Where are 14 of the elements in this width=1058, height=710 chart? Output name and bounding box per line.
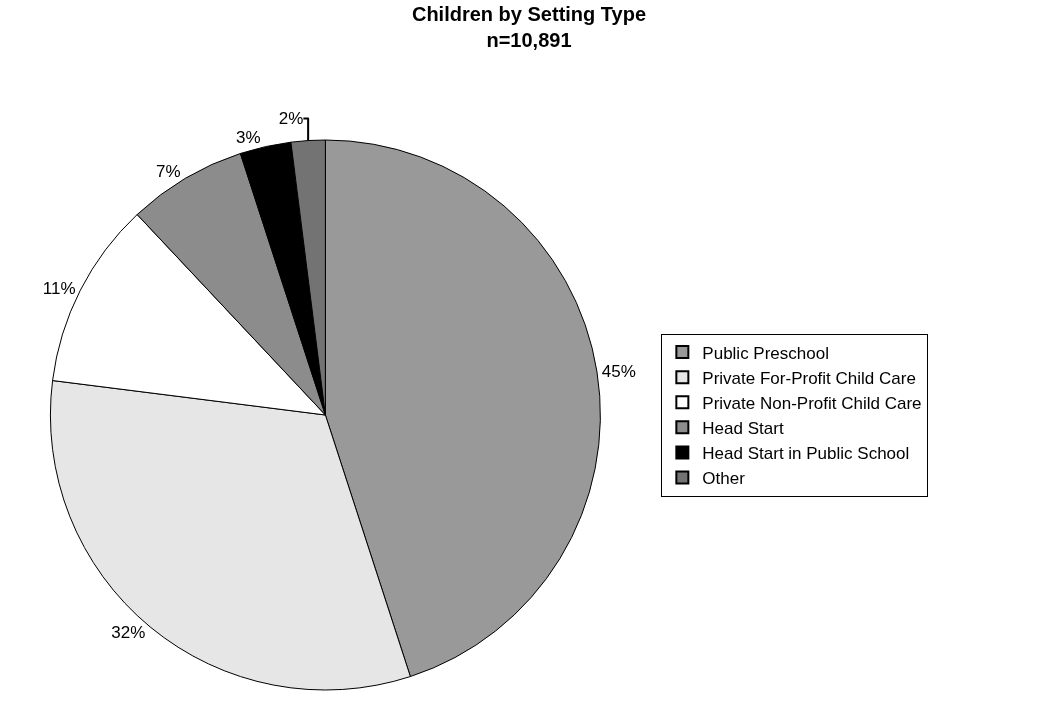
data-label: 2%	[278, 109, 304, 129]
legend-label: Private For-Profit Child Care	[702, 368, 916, 388]
legend-label: Other	[702, 469, 746, 489]
data-label: 11%	[42, 278, 76, 298]
legend-label: Head Start	[702, 418, 784, 438]
data-label: 45%	[601, 362, 636, 382]
chart-subtitle: n=10,891	[486, 29, 572, 52]
data-label: 32%	[111, 623, 146, 643]
data-label: 7%	[156, 161, 181, 181]
chart-title: Children by Setting Type	[411, 3, 647, 26]
legend-label: Head Start in Public School	[702, 444, 910, 464]
legend-label: Private Non-Profit Child Care	[702, 393, 922, 413]
data-label: 3%	[236, 128, 261, 148]
legend-label: Public Preschool	[702, 343, 829, 363]
